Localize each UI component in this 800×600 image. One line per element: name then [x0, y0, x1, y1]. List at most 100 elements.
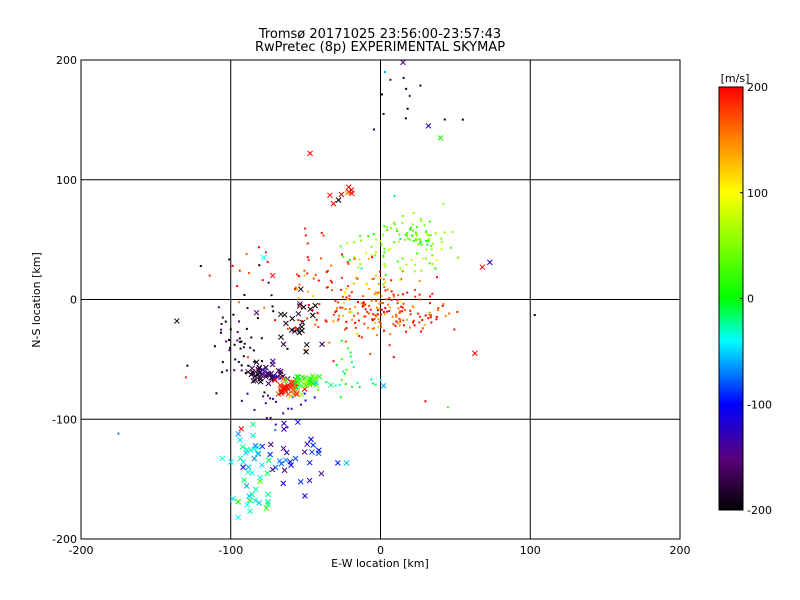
scatter-point-dot — [324, 319, 327, 322]
scatter-point-x — [344, 190, 351, 197]
scatter-point-dot — [384, 265, 387, 268]
scatter-point-dot — [317, 279, 320, 282]
scatter-point-dot — [375, 334, 378, 337]
scatter-point-x — [318, 470, 325, 477]
scatter-point-x — [294, 384, 301, 391]
scatter-point-x — [245, 464, 252, 470]
scatter-point-dot — [401, 306, 404, 309]
scatter-point-dot — [387, 249, 390, 252]
scatter-point-dot — [220, 322, 223, 325]
scatter-point-x — [282, 457, 289, 464]
scatter-point-dot — [430, 314, 433, 317]
scatter-point-dot — [442, 302, 445, 305]
scatter-point-dot — [317, 388, 320, 391]
scatter-point-dot — [417, 243, 420, 246]
scatter-point-dot — [382, 283, 385, 286]
scatter-point-dot — [325, 270, 328, 273]
scatter-point-dot — [385, 298, 388, 301]
scatter-point-dot — [383, 225, 386, 228]
scatter-point-dot — [389, 306, 392, 309]
scatter-point-dot — [404, 233, 407, 236]
scatter-point-dot — [379, 240, 382, 243]
scatter-point-dot — [412, 319, 415, 322]
scatter-point-dot — [393, 241, 396, 244]
scatter-point-x — [306, 459, 313, 466]
scatter-point-dot — [448, 312, 451, 315]
scatter-point-dot — [401, 221, 404, 224]
scatter-point-dot — [348, 311, 351, 314]
scatter-point-x — [243, 446, 250, 453]
scatter-point-dot — [350, 361, 353, 364]
scatter-point-dot — [333, 313, 336, 316]
scatter-point-dot — [304, 234, 307, 237]
scatter-point-x — [275, 367, 282, 374]
scatter-point-dot — [441, 304, 444, 307]
scatter-point-x — [257, 378, 264, 385]
scatter-point-dot — [339, 396, 342, 399]
scatter-point-x — [244, 502, 251, 508]
scatter-point-dot — [405, 87, 408, 90]
scatter-point-dot — [402, 319, 405, 322]
scatter-point-dot — [396, 298, 399, 301]
scatter-point-dot — [434, 232, 437, 235]
scatter-point-dot — [249, 346, 252, 349]
scatter-point-x — [316, 373, 323, 380]
scatter-point-dot — [351, 385, 354, 388]
scatter-point-dot — [378, 302, 381, 305]
scatter-point-x — [269, 361, 276, 368]
scatter-point-dot — [364, 303, 367, 306]
scatter-point-dot — [345, 368, 348, 371]
scatter-point-x — [297, 478, 304, 485]
y-axis-ticks: 200 100 0 -100 -200 — [52, 54, 77, 546]
scatter-point-dot — [245, 327, 248, 330]
scatter-point-dot — [370, 299, 373, 302]
scatter-point-dot — [425, 248, 428, 251]
scatter-point-dot — [440, 248, 443, 251]
scatter-point-dot — [434, 267, 437, 270]
scatter-point-dot — [409, 309, 412, 312]
scatter-point-x — [345, 184, 352, 190]
scatter-point-dot — [337, 301, 340, 304]
scatter-point-dot — [436, 276, 439, 279]
scatter-point-dot — [233, 369, 236, 372]
scatter-point-x — [280, 385, 287, 391]
scatter-point-x — [253, 486, 259, 493]
scatter-point-x — [338, 191, 345, 198]
scatter-point-dot — [213, 345, 216, 348]
scatter-point-dot — [354, 326, 357, 329]
scatter-point-x — [297, 378, 304, 385]
scatter-point-dot — [260, 360, 263, 363]
scatter-point-x — [268, 370, 275, 377]
scatter-point-dot — [372, 313, 375, 316]
scatter-point-dot — [350, 291, 353, 294]
scatter-point-x — [272, 377, 278, 383]
scatter-point-dot — [345, 287, 348, 290]
scatter-point-dot — [397, 240, 400, 243]
scatter-point-x — [281, 420, 287, 427]
scatter-point-x — [471, 350, 478, 357]
scatter-point-dot — [356, 333, 359, 336]
scatter-point-dot — [451, 230, 454, 233]
scatter-point-dot — [423, 224, 426, 227]
scatter-point-x — [315, 447, 322, 454]
scatter-point-x — [278, 334, 284, 341]
scatter-point-x — [280, 480, 287, 487]
scatter-point-dot — [258, 264, 261, 267]
scatter-point-dot — [393, 223, 396, 226]
scatter-point-dot — [229, 328, 232, 331]
scatter-point-x — [309, 312, 316, 319]
scatter-point-dot — [381, 301, 384, 304]
scatter-point-dot — [244, 371, 247, 374]
scatter-point-dot — [376, 309, 379, 312]
scatter-point-dot — [346, 242, 349, 245]
scatter-point-dot — [421, 327, 424, 330]
scatter-point-dot — [425, 239, 428, 242]
scatter-point-dot — [322, 234, 325, 237]
scatter-point-x — [299, 319, 306, 326]
scatter-point-dot — [339, 306, 342, 309]
scatter-point-dot — [296, 288, 299, 291]
scatter-point-dot — [340, 339, 343, 342]
scatter-point-dot — [215, 392, 218, 395]
scatter-point-dot — [359, 234, 362, 237]
scatter-point-x — [294, 391, 300, 398]
